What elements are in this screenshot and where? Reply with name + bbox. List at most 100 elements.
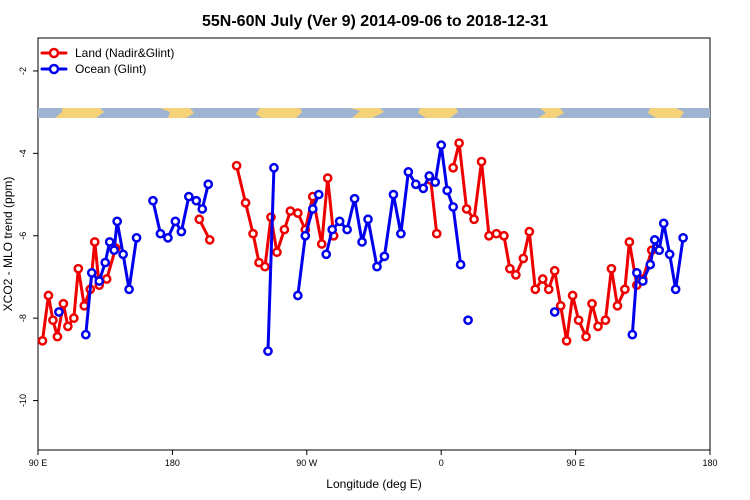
- series-land-point-4-16: [555, 300, 566, 311]
- series-ocean-point-8-9: [678, 232, 688, 243]
- series-ocean-point-2-5: [183, 191, 194, 202]
- series-land-point-4-9: [511, 270, 521, 280]
- series-land-point-4-21: [587, 298, 597, 309]
- series-ocean-point-8-6: [658, 218, 669, 229]
- series-ocean-line-8: [630, 221, 685, 335]
- series-land-point-4-27: [624, 237, 635, 247]
- series-ocean-point-5-4: [349, 193, 360, 204]
- series-land-point-0-12: [101, 274, 112, 284]
- series-land-point-2-1: [240, 197, 251, 208]
- y-axis-label: XCO2 - MLO trend (ppm): [1, 177, 15, 312]
- series-ocean-point-5-16: [436, 140, 447, 150]
- series-land-point-4-13: [537, 274, 548, 284]
- series-ocean-point-1-1: [86, 267, 97, 278]
- series-ocean-point-5-10: [396, 228, 406, 239]
- x-tick-label-5: 180: [702, 458, 717, 468]
- y-tick-label-3: -8: [18, 314, 28, 322]
- series-land-line-2: [235, 165, 336, 269]
- series-land-point-4-14: [543, 284, 554, 295]
- map-strip-ocean-8: [676, 108, 710, 118]
- series-ocean-line-5: [324, 143, 463, 269]
- series-ocean: [54, 140, 688, 356]
- series-land-point-0-2: [48, 315, 58, 326]
- series-land-point-4-10: [518, 253, 529, 264]
- legend: Land (Nadir&Glint) Ocean (Glint): [40, 46, 174, 76]
- series-ocean-point-5-12: [410, 179, 421, 190]
- series-ocean-point-8-4: [649, 235, 660, 245]
- series-ocean-point-8-7: [664, 249, 675, 260]
- chart-title: 55N-60N July (Ver 9) 2014-09-06 to 2018-…: [202, 13, 548, 30]
- series-ocean-point-1-2: [94, 276, 105, 286]
- series-ocean-point-1-0: [80, 329, 91, 340]
- series-land-point-0-8: [79, 300, 90, 311]
- series-ocean-point-1-7: [118, 249, 128, 260]
- y-tick-label-2: -6: [18, 232, 28, 240]
- series-ocean-point-2-6: [191, 195, 202, 206]
- series-land-point-2-4: [260, 261, 270, 272]
- series-land-point-0-10: [89, 237, 100, 247]
- series-land-point-2-12: [316, 239, 327, 249]
- series-ocean-line-4: [296, 193, 321, 296]
- x-axis-label: Longitude (deg E): [326, 477, 421, 491]
- series-ocean-point-8-3: [645, 259, 656, 270]
- series-ocean-point-1-4: [104, 237, 115, 247]
- series-land-point-2-0: [231, 160, 242, 171]
- series-land-point-4-7: [499, 230, 509, 241]
- series-land-point-4-11: [524, 226, 535, 237]
- series-ocean-point-5-5: [357, 237, 367, 247]
- series-ocean-point-5-3: [342, 224, 352, 235]
- series-land-point-4-8: [505, 263, 515, 274]
- series-ocean-point-1-5: [109, 245, 120, 256]
- series-ocean-point-5-8: [379, 251, 390, 262]
- series-ocean-point-3-0: [263, 346, 273, 356]
- plot-border: [37, 37, 711, 451]
- series-land-point-2-8: [285, 206, 296, 216]
- series-ocean-point-5-1: [327, 224, 338, 235]
- series-land-point-4-25: [612, 300, 623, 311]
- series-ocean-point-5-0: [321, 249, 332, 260]
- series-land-point-4-12: [530, 284, 541, 295]
- plot-area: 90 E 180 90 W 0 90 E 180 -2 -4 -6 -8 -10 Land (Na…: [18, 37, 718, 468]
- series-land-point-4-26: [620, 284, 630, 295]
- series-land-point-2-7: [279, 224, 290, 235]
- series-ocean-point-8-2: [637, 276, 648, 286]
- series-ocean-point-5-7: [372, 261, 382, 272]
- series-land-point-0-7: [73, 263, 84, 274]
- legend-marker-ocean: [48, 63, 60, 75]
- series-land: [37, 138, 657, 346]
- series-ocean-point-4-3: [313, 189, 324, 200]
- x-axis-ticks: 90 E 180 90 W 0 90 E 180: [29, 450, 718, 468]
- x-tick-label-0: 90 E: [29, 458, 48, 468]
- series-ocean-point-8-0: [627, 329, 638, 340]
- series-ocean-point-2-8: [203, 179, 214, 190]
- y-tick-label-1: -4: [18, 149, 28, 157]
- series-land-point-2-9: [292, 208, 303, 218]
- series-land-point-4-23: [600, 315, 611, 326]
- series-ocean-point-2-2: [163, 232, 173, 243]
- series-ocean-point-2-0: [148, 195, 158, 206]
- series-ocean-point-5-9: [388, 189, 399, 200]
- series-ocean-point-5-11: [403, 167, 414, 177]
- y-tick-label-0: -2: [18, 67, 28, 75]
- series-land-point-4-18: [567, 290, 578, 301]
- series-land-point-1-0: [194, 214, 205, 225]
- legend-label-ocean: Ocean (Glint): [75, 62, 146, 76]
- series-land-point-4-22: [593, 321, 603, 332]
- series-land-point-0-6: [68, 313, 79, 324]
- series-land-line-3: [429, 179, 439, 234]
- series-land-point-4-24: [606, 263, 617, 274]
- series-land-point-0-1: [43, 290, 54, 301]
- map-strip-ocean-3: [186, 108, 262, 118]
- series-land-point-4-0: [448, 162, 458, 173]
- series-land-point-4-15: [549, 265, 560, 276]
- series-ocean-point-5-19: [455, 259, 466, 270]
- series-land-point-2-2: [248, 228, 258, 239]
- series-layer: [37, 138, 688, 356]
- series-land-point-4-17: [561, 335, 572, 346]
- y-axis-ticks: -2 -4 -6 -8 -10: [18, 67, 38, 407]
- series-ocean-point-5-13: [418, 183, 429, 194]
- series-ocean-point-1-6: [112, 216, 122, 227]
- series-ocean-point-8-8: [670, 284, 681, 295]
- map-strip-ocean-1: [38, 108, 62, 118]
